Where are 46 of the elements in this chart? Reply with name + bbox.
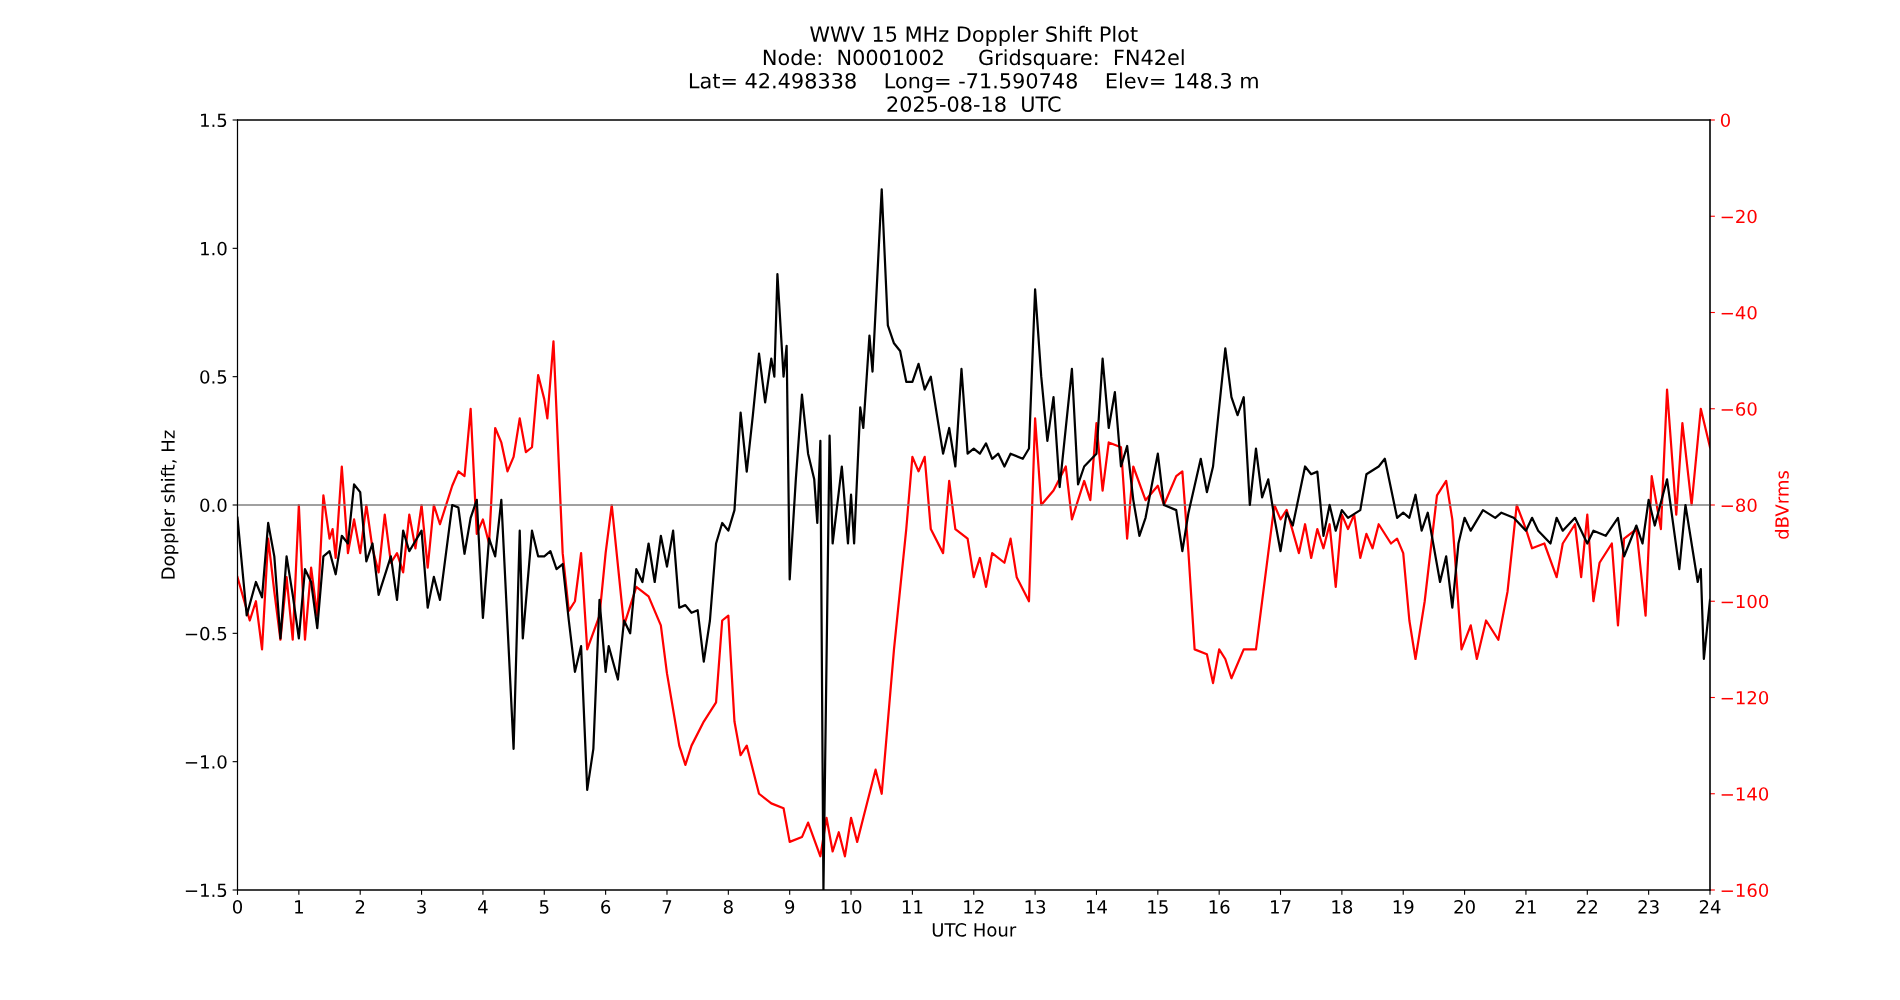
x-tick-label: 1	[295, 900, 303, 914]
x-tick-label: 9	[785, 900, 795, 914]
y2-tick-label: −60	[1721, 402, 1757, 416]
y2-tick-label: −100	[1721, 594, 1769, 609]
y-tick-label: 0.0	[200, 498, 227, 513]
x-tick-label: 7	[662, 900, 672, 914]
y-tick-label: −0.5	[185, 626, 227, 641]
y-tick-label: 1.0	[201, 241, 227, 256]
x-tick-label: 3	[417, 900, 426, 914]
y2-tick-label: −160	[1721, 883, 1769, 898]
y2-tick-label: −20	[1721, 209, 1757, 224]
x-tick-label: 14	[1086, 900, 1107, 914]
y2-tick-label: −140	[1721, 787, 1769, 801]
x-tick-label: 15	[1148, 900, 1168, 914]
x-tick-label: 4	[478, 900, 488, 914]
x-tick-label: 16	[1209, 900, 1230, 914]
x-tick-label: 22	[1577, 900, 1597, 914]
y-tick-label: −1.0	[185, 755, 227, 769]
x-tick-label: 13	[1025, 900, 1046, 914]
chart-title: WWV 15 MHz Doppler Shift Plot Node: N0001002 Gridsquare: FN42el Lat= 42.498338 Long= -71.590748 Elev= 148.3 m 2025-08-18 UTC	[689, 25, 1258, 112]
y-tick-label: 1.5	[201, 113, 227, 128]
x-tick-label: 20	[1454, 900, 1475, 914]
y2-tick-label: −120	[1721, 690, 1769, 705]
y2-tick-label: 0	[1720, 113, 1731, 128]
x-tick-label: 21	[1515, 900, 1536, 914]
y-tick-label: −1.5	[185, 883, 227, 898]
y2-tick-label: −80	[1721, 498, 1757, 513]
y2-axis-title: dBVrms	[1774, 471, 1789, 539]
x-tick-label: 24	[1699, 900, 1721, 914]
x-tick-label: 5	[539, 900, 549, 914]
x-tick-label: 10	[841, 900, 862, 914]
x-tick-label: 17	[1271, 900, 1291, 914]
x-tick-label: 11	[902, 900, 923, 914]
y-tick-label: 0.5	[200, 370, 227, 384]
x-tick-label: 18	[1332, 900, 1353, 914]
line-series	[237, 340, 1710, 858]
x-axis-title: UTC Hour	[932, 923, 1017, 937]
x-tick-label: 8	[723, 900, 733, 914]
y-axis-title: Doppler shift, Hz	[160, 430, 179, 579]
x-tick-label: 2	[355, 900, 365, 914]
x-tick-label: 0	[232, 900, 243, 914]
x-tick-label: 6	[601, 900, 611, 914]
x-tick-label: 12	[964, 900, 984, 914]
x-tick-label: 19	[1393, 900, 1414, 914]
x-tick-label: 23	[1638, 900, 1659, 914]
y2-tick-label: −40	[1721, 305, 1757, 320]
